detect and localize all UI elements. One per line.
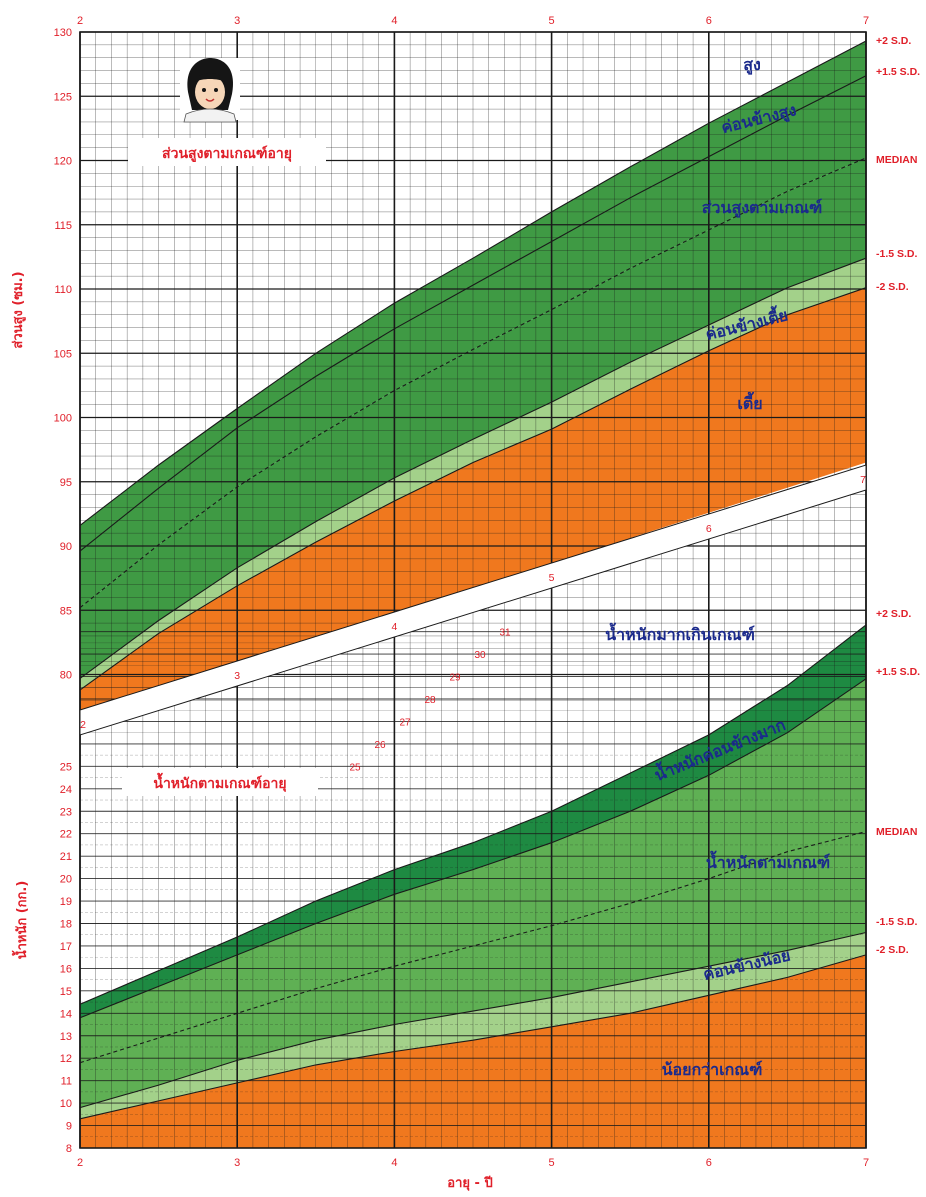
weight-title-box	[122, 768, 318, 796]
weight-y-tick-10: 10	[60, 1098, 72, 1110]
weight-y-axis-title: น้ำหนัก (กก.)	[11, 881, 30, 960]
height-y-axis-title: ส่วนสูง (ซม.)	[11, 271, 26, 348]
strip-age-label-2: 2	[80, 719, 86, 731]
height-y-tick-110: 110	[54, 284, 72, 296]
x-axis-title: อายุ - ปี	[447, 1175, 492, 1191]
weight-curve-1	[79, 678, 867, 1019]
zone-tall: สูง	[743, 55, 761, 76]
weight-sd-label-1: +1.5 S.D.	[876, 666, 920, 678]
bottom-x-tick-7: 7	[863, 1157, 869, 1169]
height-curve-1	[79, 75, 867, 552]
height-sd-label-4: -2 S.D.	[876, 281, 909, 293]
bottom-x-tick-6: 6	[706, 1157, 712, 1169]
weight-y-tick-20: 20	[60, 874, 72, 886]
weight-y-tick-11: 11	[61, 1076, 72, 1088]
zone-normal-weight: น้ำหนักตามเกณฑ์	[706, 850, 830, 872]
zone-underweight: น้อยกว่าเกณฑ์	[662, 1060, 763, 1079]
weight-y-tick-16: 16	[60, 963, 72, 975]
height-curve-3	[79, 257, 867, 679]
weight-y-tick-8: 8	[66, 1143, 72, 1155]
strip-age-label-4: 4	[391, 621, 397, 633]
weight-chart-title: น้ำหนักตามเกณฑ์อายุ	[153, 772, 286, 792]
height-y-tick-100: 100	[54, 413, 72, 425]
height-y-tick-95: 95	[60, 477, 72, 489]
zone-overweight: น้ำหนักมากเกินเกณฑ์	[605, 622, 755, 644]
top-x-tick-3: 3	[234, 15, 240, 27]
weight-extra-label-30: 30	[474, 650, 486, 661]
weight-y-tick-19: 19	[60, 896, 72, 908]
weight-sd-label-3: -1.5 S.D.	[876, 916, 918, 928]
height-y-tick-105: 105	[54, 348, 72, 360]
height-y-tick-130: 130	[54, 27, 72, 39]
height-curve-4	[79, 287, 867, 691]
weight-y-tick-21: 21	[60, 851, 72, 863]
zone-normal-height: ส่วนสูงตามเกณฑ์	[702, 198, 822, 219]
bottom-x-tick-3: 3	[234, 1157, 240, 1169]
weight-sd-label-2: MEDIAN	[876, 826, 917, 838]
strip-age-label-6: 6	[706, 523, 712, 535]
top-x-tick-6: 6	[706, 15, 712, 27]
weight-y-tick-9: 9	[66, 1121, 72, 1133]
weight-extra-label-28: 28	[424, 695, 436, 706]
weight-y-tick-15: 15	[60, 986, 72, 998]
height-y-tick-80: 80	[60, 670, 72, 682]
height-y-tick-85: 85	[60, 605, 72, 617]
height-sd-label-1: +1.5 S.D.	[876, 66, 920, 78]
bottom-x-tick-5: 5	[549, 1157, 555, 1169]
weight-y-tick-12: 12	[60, 1053, 72, 1065]
height-y-tick-125: 125	[54, 91, 72, 103]
bottom-x-tick-2: 2	[77, 1157, 83, 1169]
height-y-tick-115: 115	[54, 220, 72, 232]
weight-curve-0	[79, 624, 867, 1005]
age-band-strip: 2 3 4 5 6 7	[79, 464, 867, 736]
top-x-tick-4: 4	[391, 15, 397, 27]
height-sd-label-3: -1.5 S.D.	[876, 248, 918, 260]
weight-sd-label-4: -2 S.D.	[876, 944, 909, 956]
weight-y-tick-22: 22	[60, 829, 72, 841]
height-y-tick-90: 90	[60, 541, 72, 553]
weight-extra-label-27: 27	[399, 717, 411, 728]
bottom-x-tick-4: 4	[391, 1157, 397, 1169]
zone-short: เตี้ย	[737, 391, 762, 413]
girl-face-icon	[180, 58, 240, 123]
grid-lines	[79, 31, 867, 1149]
height-y-tick-120: 120	[54, 156, 72, 168]
weight-y-tick-25: 25	[60, 761, 72, 773]
weight-y-tick-13: 13	[60, 1031, 72, 1043]
height-curve-0	[79, 40, 867, 526]
sd-curves	[79, 40, 867, 1120]
height-chart-title: ส่วนสูงตามเกณฑ์อายุ	[162, 145, 292, 162]
height-title-box	[128, 138, 326, 166]
height-curve-2	[79, 157, 867, 609]
strip-age-label-7: 7	[860, 474, 866, 486]
strip-age-label-5: 5	[549, 572, 555, 584]
weight-curve-4	[79, 954, 867, 1120]
weight-y-tick-17: 17	[60, 941, 72, 953]
top-x-tick-2: 2	[77, 15, 83, 27]
weight-y-tick-23: 23	[60, 806, 72, 818]
age-strip	[79, 464, 867, 736]
chart-frame	[79, 31, 867, 1149]
weight-extra-label-26: 26	[374, 740, 386, 751]
weight-extra-label-29: 29	[449, 673, 461, 684]
weight-y-tick-14: 14	[60, 1008, 72, 1020]
weight-extra-label-25: 25	[349, 762, 361, 773]
top-x-tick-7: 7	[863, 15, 869, 27]
weight-y-tick-18: 18	[60, 919, 72, 931]
strip-age-label-3: 3	[234, 670, 240, 682]
weight-curve-3	[79, 931, 867, 1109]
height-sd-label-0: +2 S.D.	[876, 35, 911, 47]
weight-sd-label-0: +2 S.D.	[876, 608, 911, 620]
weight-extra-label-31: 31	[499, 628, 511, 639]
weight-y-tick-24: 24	[60, 784, 72, 796]
top-x-tick-5: 5	[549, 15, 555, 27]
axis-labels: 80 85 90 95 100 105 110 115 120 125 130 8 9 10 11 12 13 1…	[54, 15, 921, 1169]
height-sd-label-2: MEDIAN	[876, 154, 917, 166]
